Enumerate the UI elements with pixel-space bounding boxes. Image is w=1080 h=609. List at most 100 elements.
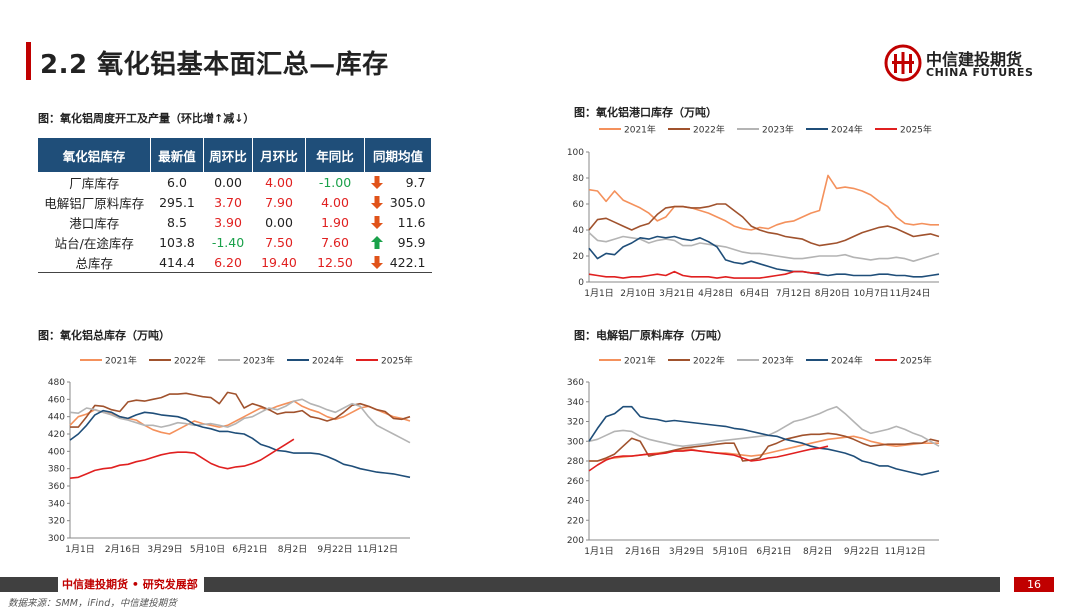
table-row: 电解铝厂原料库存 295.1 3.70 7.90 4.00 305.0: [38, 192, 432, 212]
series-line-2022年: [70, 391, 411, 428]
series-line-2025年: [588, 270, 820, 279]
y-tick-label: 100: [567, 148, 584, 158]
x-tick-label: 11月24日: [890, 288, 931, 299]
x-tick-label: 9月22日: [844, 546, 879, 557]
y-tick-label: 340: [567, 398, 584, 408]
series-line-2024年: [588, 405, 940, 476]
cell-latest: 103.8: [159, 234, 195, 250]
table-row: 厂库库存 6.0 0.00 4.00 -1.00 9.7: [38, 172, 432, 192]
y-tick-label: 360: [48, 482, 65, 492]
table-row: 总库存 414.4 6.20 19.40 12.50 422.1: [38, 252, 432, 273]
cell-avg: 305.0: [365, 192, 432, 212]
cell-wow: 6.20: [203, 252, 253, 273]
page-number: 16: [1014, 577, 1054, 592]
col-header-name: 氧化铝库存: [38, 138, 151, 172]
page-title: 2.2 氧化铝基本面汇总—库存: [40, 50, 389, 80]
series-line-2025年: [588, 445, 829, 472]
cell-wow: 0.00: [214, 174, 242, 190]
y-tick-label: 200: [567, 536, 584, 546]
cell-latest: 8.5: [167, 214, 187, 230]
x-tick-label: 8月2日: [278, 544, 307, 555]
cell-name: 站台/在途库存: [54, 235, 134, 251]
y-tick-label: 440: [48, 413, 65, 423]
x-tick-label: 3月21日: [659, 288, 694, 299]
y-tick-label: 300: [48, 534, 65, 544]
cell-mom: 7.50: [265, 234, 293, 250]
legend-label: 2021年: [624, 355, 656, 367]
y-tick-label: 420: [48, 430, 65, 440]
y-tick-label: 320: [48, 517, 65, 527]
x-tick-label: 3月29日: [669, 546, 704, 557]
logo-cn-text: 中信建投期货: [926, 50, 1023, 69]
table-row: 港口库存 8.5 3.90 0.00 1.90 11.6: [38, 212, 432, 232]
total-inventory-chart: 2021年 2022年 2023年 2024年 2025年 300 320 340 360 380…: [48, 355, 413, 556]
y-tick-label: 340: [48, 499, 65, 509]
legend-label: 2021年: [624, 124, 656, 136]
arrow-up-icon: [370, 235, 383, 249]
x-tick-label: 11月12日: [885, 546, 926, 557]
cell-yoy: -1.00: [318, 174, 352, 190]
legend-label: 2023年: [243, 355, 275, 367]
chart-title-total: 图：氧化铝总库存（万吨）: [38, 329, 170, 342]
x-tick-label: 1月1日: [584, 288, 613, 299]
table-row: 站台/在途库存 103.8 -1.40 7.50 7.60 95.9: [38, 232, 432, 252]
series-line-2023年: [588, 232, 940, 262]
col-header-latest: 最新值: [150, 138, 204, 172]
cell-mom: 4.00: [265, 174, 293, 190]
y-tick-label: 380: [48, 465, 65, 475]
x-tick-label: 6月21日: [232, 544, 267, 555]
legend-label: 2021年: [105, 355, 137, 367]
footer-org: 中信建投期货 • 研究发展部: [62, 578, 198, 591]
series-line-2023年: [588, 405, 940, 447]
cell-avg: 422.1: [364, 252, 432, 273]
x-tick-label: 4月28日: [698, 288, 733, 299]
cell-mom: 19.40: [252, 252, 306, 273]
x-tick-label: 8月2日: [803, 546, 832, 557]
series-line-2024年: [588, 235, 940, 278]
cell-latest: 295.1: [159, 194, 195, 210]
avg-value: 422.1: [389, 254, 426, 270]
cell-wow: -1.40: [211, 234, 245, 250]
y-tick-label: 480: [48, 378, 65, 388]
y-tick-label: 360: [567, 378, 584, 388]
x-tick-label: 9月22日: [317, 544, 352, 555]
avg-value: 11.6: [397, 214, 426, 230]
y-tick-label: 280: [567, 457, 584, 467]
company-logo: 中信建投期货 CHINA FUTURES: [884, 44, 1039, 84]
x-tick-label: 3月29日: [147, 544, 182, 555]
cell-avg: 95.9: [365, 232, 432, 252]
x-tick-label: 11月12日: [357, 544, 398, 555]
x-tick-label: 2月10日: [620, 288, 655, 299]
legend-label: 2024年: [312, 355, 344, 367]
y-tick-label: 320: [567, 418, 584, 428]
inventory-table: 氧化铝库存 最新值 周环比 月环比 年同比 同期均值 厂库库存 6.0 0.00 4.…: [38, 138, 432, 273]
cell-latest: 6.0: [167, 174, 187, 190]
footer-left-bar: [0, 577, 58, 592]
cell-mom: 0.00: [265, 214, 293, 230]
y-tick-label: 20: [573, 252, 585, 262]
title-accent-bar: [26, 42, 31, 80]
x-tick-label: 5月10日: [190, 544, 225, 555]
x-tick-label: 8月20日: [815, 288, 850, 299]
legend-label: 2023年: [762, 124, 794, 136]
cell-name: 总库存: [38, 252, 151, 273]
series-line-2025年: [69, 438, 295, 479]
cell-avg: 11.6: [365, 212, 432, 232]
arrow-down-icon: [370, 195, 383, 209]
cell-yoy: 1.90: [321, 214, 349, 230]
chart-title-raw: 图：电解铝厂原料库存（万吨）: [574, 329, 728, 342]
cell-yoy: 7.60: [321, 234, 349, 250]
chart-title-port: 图：氧化铝港口库存（万吨）: [574, 106, 717, 119]
avg-value: 9.7: [405, 174, 426, 190]
cell-wow: 3.70: [214, 194, 242, 210]
cell-name: 电解铝厂原料库存: [44, 195, 145, 211]
table-header-row: 氧化铝库存 最新值 周环比 月环比 年同比 同期均值: [38, 138, 432, 172]
cell-name: 港口库存: [69, 215, 120, 231]
cell-latest: 414.4: [150, 252, 204, 273]
x-tick-label: 10月7日: [854, 288, 889, 299]
arrow-down-icon: [370, 175, 383, 189]
cell-wow: 3.90: [214, 214, 242, 230]
logo-en-text: CHINA FUTURES: [926, 66, 1034, 79]
series-line-2021年: [588, 174, 939, 231]
avg-value: 95.9: [397, 234, 426, 250]
